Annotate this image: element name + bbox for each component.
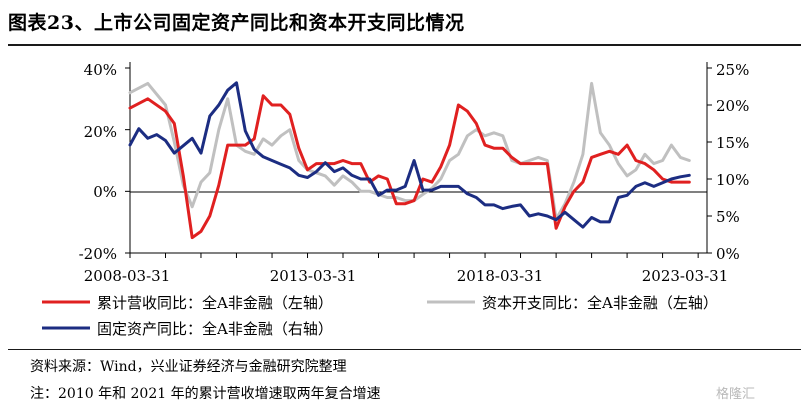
footnote: 注：2010 年和 2021 年的累计营收增速取两年复合增速: [30, 386, 381, 402]
chart-canvas: 40% 20% 0% -20% 25% 20% 15% 10% 5% 0% 20…: [42, 61, 749, 338]
y-right-tick-label: 15%: [716, 134, 749, 152]
left-axis-ticks: [125, 67, 130, 254]
watermark-logo: 格隆汇: [716, 387, 756, 402]
chart-title: 图表23、上市公司固定资产同比和资本开支同比情况: [8, 12, 465, 34]
y-left-tick-label: -20%: [79, 245, 117, 263]
legend-label-revenue: 累计营收同比：全A非金融（左轴）: [97, 294, 333, 312]
x-tick-label: 2008-03-31: [84, 267, 170, 285]
legend-label-capex: 资本开支同比：全A非金融（左轴）: [482, 294, 718, 312]
y-right-tick-label: 5%: [716, 208, 740, 226]
y-right-tick-label: 10%: [716, 171, 749, 189]
y-right-tick-label: 20%: [716, 97, 749, 115]
series-line-fixed-assets: [128, 81, 691, 229]
x-tick-label: 2013-03-31: [270, 267, 356, 285]
right-axis-ticks: [707, 67, 712, 254]
x-axis-ticks: [129, 253, 699, 258]
source-note: 资料来源：Wind，兴业证券经济与金融研究院整理: [30, 359, 347, 375]
y-right-tick-label: 25%: [716, 61, 749, 79]
y-left-tick-label: 20%: [84, 123, 117, 141]
series-layer: [128, 81, 691, 240]
y-left-tick-label: 40%: [84, 61, 117, 79]
legend-label-fixed-assets: 固定资产同比：全A非金融（右轴）: [97, 320, 333, 338]
x-tick-label: 2023-03-31: [642, 267, 728, 285]
x-tick-label: 2018-03-31: [457, 267, 543, 285]
y-right-tick-label: 0%: [716, 245, 740, 263]
title-divider: [8, 44, 801, 46]
series-line-revenue: [128, 94, 691, 240]
source-divider: [8, 349, 801, 350]
y-left-tick-label: 0%: [93, 183, 117, 201]
